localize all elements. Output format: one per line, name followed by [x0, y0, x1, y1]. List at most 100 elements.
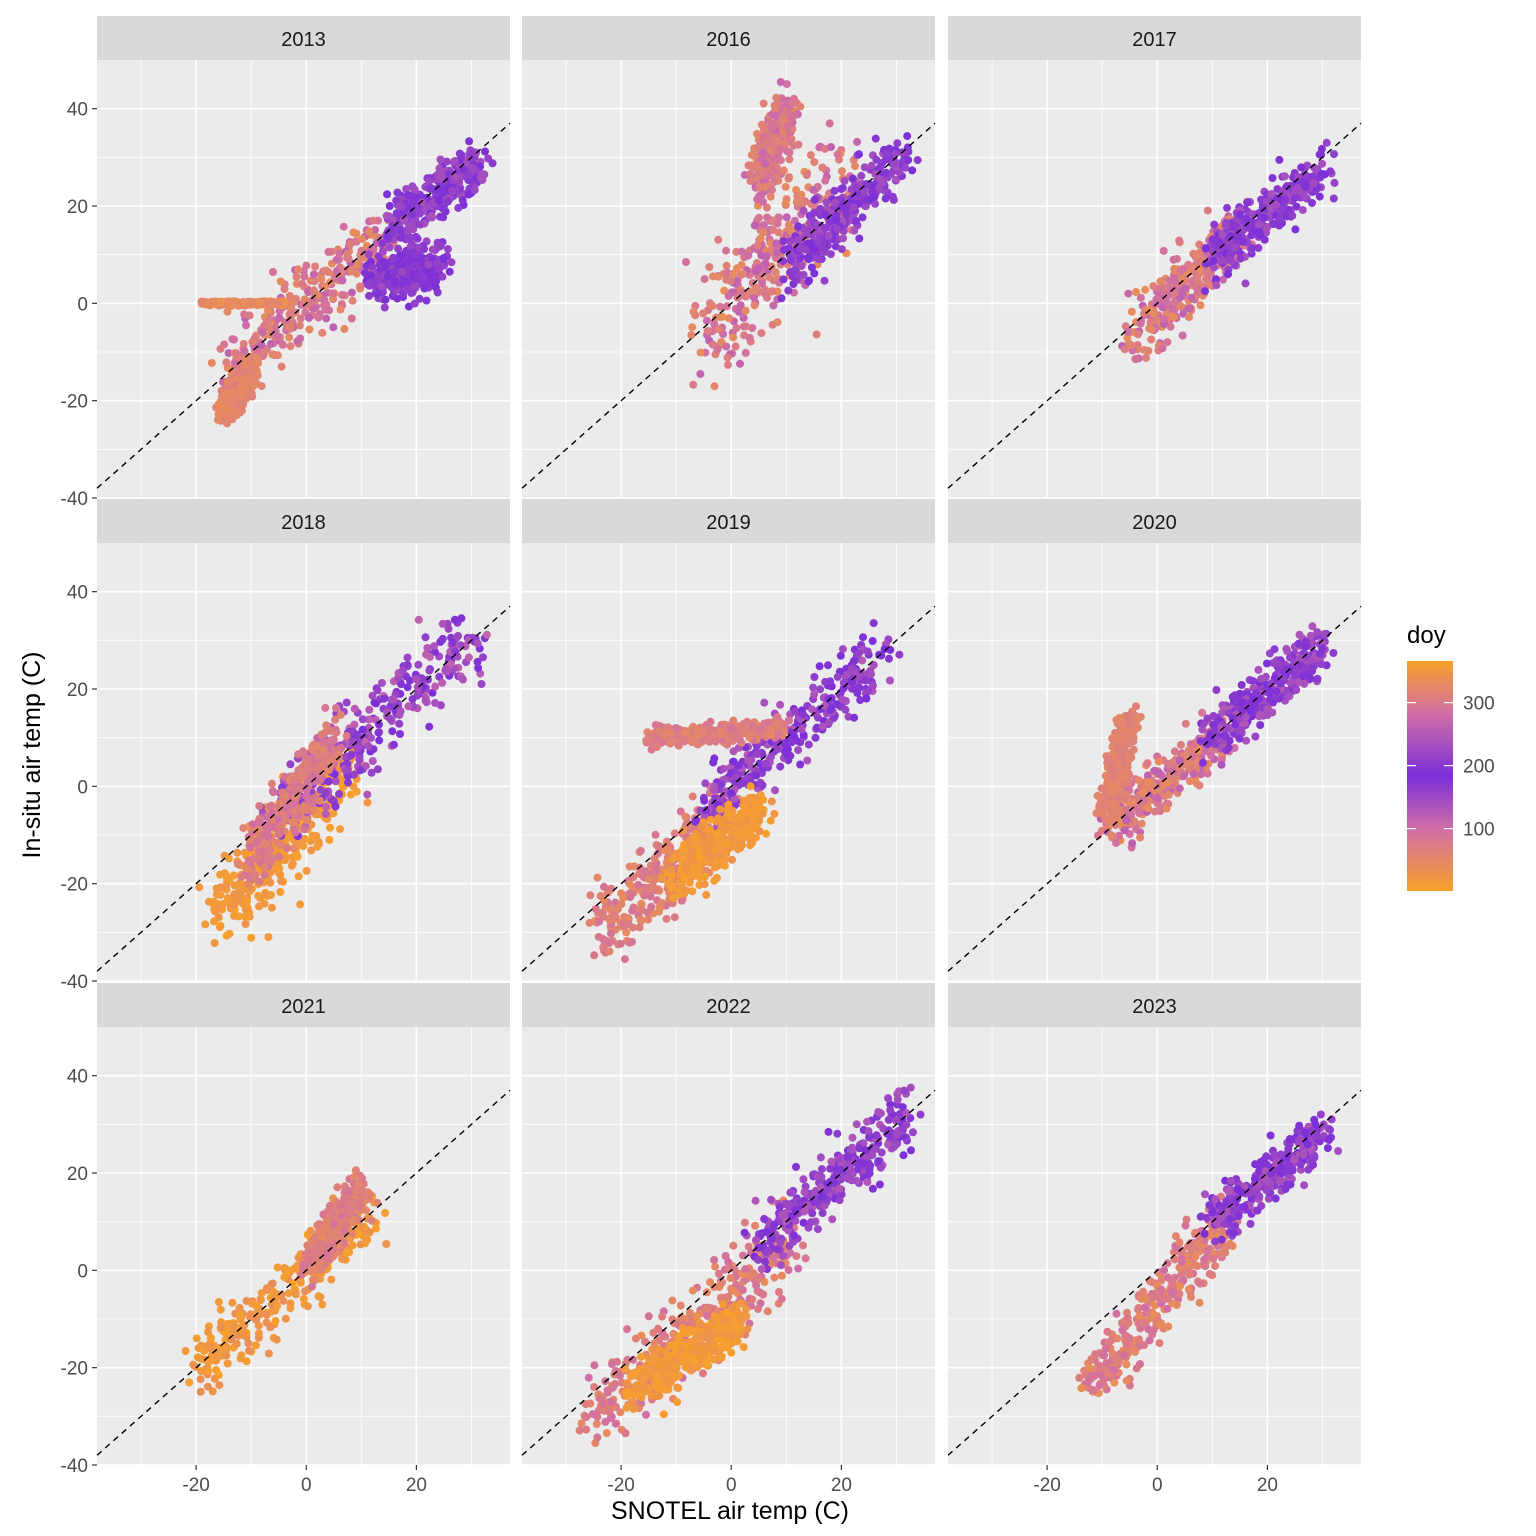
data-point [232, 349, 241, 358]
data-point [397, 251, 406, 260]
data-point [882, 168, 890, 177]
data-point [253, 837, 262, 846]
y-tick-label: 0 [77, 294, 88, 315]
data-point [243, 903, 252, 912]
data-point [772, 93, 781, 102]
data-point [722, 275, 731, 284]
data-point [903, 132, 912, 141]
data-point [305, 325, 314, 334]
data-point [436, 155, 445, 164]
data-point [438, 189, 446, 198]
facet-panel-2016: 2016 [521, 16, 936, 499]
data-point [377, 679, 386, 687]
data-point [338, 291, 347, 299]
data-point [777, 294, 786, 303]
data-point [311, 262, 320, 271]
data-point [231, 380, 240, 389]
data-point [811, 733, 820, 742]
data-point [424, 268, 433, 277]
data-point [688, 792, 697, 801]
data-point [267, 298, 276, 306]
data-point [714, 235, 723, 244]
data-point [242, 359, 251, 368]
data-point [794, 746, 803, 755]
data-point [266, 802, 275, 811]
data-point [416, 270, 425, 279]
data-point [620, 912, 628, 921]
data-point [717, 338, 726, 347]
data-point [283, 322, 292, 331]
data-point [1163, 338, 1172, 347]
data-point [302, 866, 311, 875]
data-point [790, 266, 799, 275]
data-point [258, 328, 267, 337]
data-point [425, 184, 434, 193]
data-point [885, 654, 893, 663]
data-point [255, 877, 264, 886]
data-point [313, 842, 322, 851]
data-point [585, 918, 594, 927]
data-point [670, 913, 679, 922]
data-point [274, 815, 283, 824]
data-point [195, 883, 204, 892]
data-point [302, 764, 310, 773]
data-point [300, 749, 309, 758]
data-point [767, 262, 776, 271]
data-point [1159, 246, 1168, 255]
data-point [827, 143, 835, 151]
data-point [365, 291, 373, 300]
data-point [324, 777, 333, 786]
data-point [1201, 244, 1210, 253]
data-point [759, 148, 768, 157]
data-point [428, 245, 437, 254]
data-point [855, 671, 864, 680]
data-point [296, 314, 305, 323]
data-point [1255, 220, 1264, 229]
data-point [876, 163, 885, 172]
data-point [699, 309, 708, 318]
data-point [734, 761, 743, 770]
data-point [763, 293, 771, 302]
data-point [248, 337, 257, 346]
data-point [1290, 186, 1299, 195]
data-point [784, 173, 793, 182]
data-point [705, 263, 714, 271]
data-point [288, 818, 297, 827]
data-point [465, 137, 474, 146]
data-point [700, 275, 709, 284]
data-point [818, 163, 827, 172]
data-point [786, 256, 795, 265]
data-point [368, 691, 377, 700]
data-point [810, 158, 819, 167]
data-point [348, 296, 357, 305]
data-point [779, 275, 788, 284]
data-point [222, 358, 231, 367]
data-point [1170, 313, 1179, 322]
data-point [1212, 241, 1221, 250]
data-point [810, 195, 819, 204]
data-point [858, 213, 867, 222]
data-point [1203, 206, 1212, 215]
data-point [464, 171, 472, 180]
data-point [709, 785, 718, 794]
data-point [1209, 256, 1218, 265]
data-point [264, 933, 273, 941]
data-point [708, 340, 717, 349]
data-point [322, 721, 331, 730]
data-point [351, 237, 360, 246]
data-point [1166, 322, 1175, 331]
data-point [365, 227, 374, 236]
data-point [767, 752, 775, 761]
data-point [1185, 304, 1194, 313]
data-point [758, 781, 767, 790]
data-point [620, 955, 629, 964]
data-point [274, 299, 283, 308]
data-point [267, 891, 275, 899]
data-point [1322, 138, 1331, 147]
data-point [892, 159, 901, 168]
data-point [812, 330, 821, 339]
data-point [779, 129, 788, 138]
data-point [408, 182, 417, 191]
data-point [294, 872, 303, 881]
data-point [468, 149, 477, 158]
